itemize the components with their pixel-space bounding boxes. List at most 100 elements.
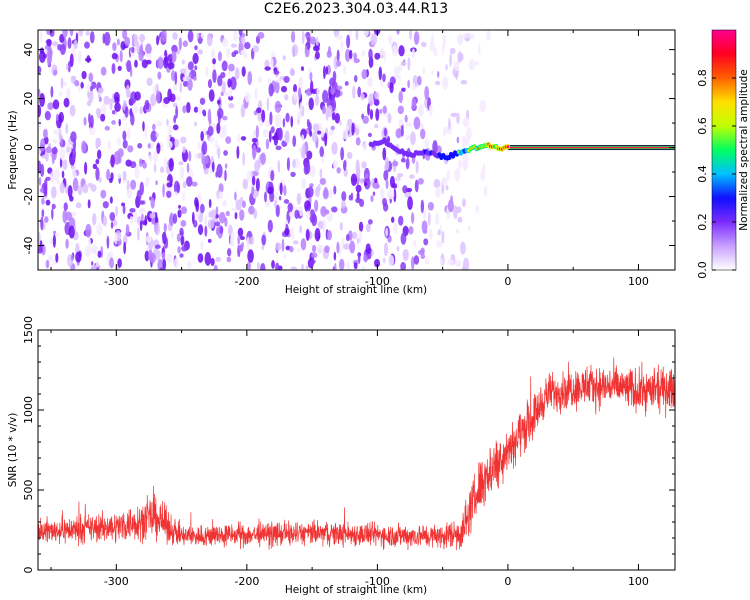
spectrogram-cell — [72, 171, 77, 180]
spectrogram-cell — [126, 60, 132, 73]
spectrogram-cell — [285, 112, 290, 123]
spectrogram-cell — [413, 31, 420, 45]
spectrogram-cell — [194, 45, 198, 51]
spectrogram-cell — [256, 261, 260, 270]
spectrogram-cell — [436, 145, 442, 155]
spectrogram-cell — [424, 138, 430, 149]
spectrogram-cell — [291, 44, 299, 57]
spectrogram-cell — [139, 219, 143, 232]
spectrogram-cell — [237, 133, 241, 143]
spectrogram-cell — [437, 229, 441, 236]
spectrogram-cell — [274, 100, 282, 113]
spectrogram-cell — [450, 112, 457, 118]
spectrogram-cell — [305, 265, 309, 270]
spectrogram-cell — [462, 153, 469, 164]
spectrogram-cell — [294, 209, 300, 219]
spectrogram-cell — [447, 259, 454, 266]
spectrogram-cell — [144, 125, 147, 139]
spectrogram-cell — [400, 158, 406, 163]
spectrogram-cell — [228, 102, 235, 109]
spectrogram-cell — [61, 170, 65, 179]
spectrogram-cell — [398, 45, 405, 57]
spectrogram-cell — [413, 240, 417, 247]
chart-title: C2E6.2023.304.03.44.R13 — [263, 1, 449, 17]
spectrogram-cell — [98, 176, 102, 183]
spectrogram-cell — [200, 130, 204, 142]
spectrogram-cell — [65, 238, 69, 249]
spectrogram-cell — [197, 224, 204, 236]
spectrogram-cell — [308, 122, 312, 132]
spectrogram-cell — [355, 30, 359, 41]
spectrogram-cell — [221, 60, 228, 72]
spectrogram-cell — [227, 78, 232, 88]
spectrogram-cell — [226, 256, 232, 263]
spectrogram-cell — [172, 32, 178, 40]
spectrogram-cell — [212, 69, 217, 83]
spectrogram-cell — [217, 51, 223, 62]
spectrogram-cell — [353, 52, 357, 61]
spectrogram-cell — [154, 222, 160, 236]
spectrogram-cell — [154, 212, 158, 224]
spectrogram-cell — [90, 85, 94, 92]
spectrogram-cell — [180, 136, 187, 144]
spectrogram-cell — [396, 176, 400, 188]
spectrogram-cell — [409, 30, 412, 40]
spectrogram-cell — [325, 66, 328, 75]
spectrogram-cell — [56, 179, 61, 185]
spectrogram-cell — [418, 107, 423, 115]
spectrogram-cell — [453, 60, 460, 72]
spectrogram-cell — [367, 103, 370, 116]
spectrogram-cell — [286, 157, 290, 171]
spectrogram-cell — [176, 233, 181, 242]
x-tick-label: -200 — [234, 275, 259, 288]
spectrogram-cell — [100, 66, 107, 76]
spectrogram-cell — [39, 138, 46, 152]
spectrogram-cell — [336, 85, 343, 90]
spectrogram-cell — [311, 252, 318, 259]
spectrogram-cell — [442, 76, 449, 90]
spectrogram-cell — [428, 104, 433, 117]
spectrogram-cell — [317, 184, 321, 191]
spectrogram-cell — [412, 83, 416, 91]
spectrogram-cell — [97, 87, 104, 94]
spectrogram-cell — [277, 159, 281, 173]
spectrogram-cell — [146, 59, 152, 65]
spectrogram-cell — [275, 145, 282, 151]
spectrogram-cell — [78, 30, 84, 37]
spectrogram-cell — [177, 246, 181, 254]
spectrogram-cell — [204, 155, 209, 164]
spectrogram-cell — [182, 80, 189, 87]
spectrogram-cell — [84, 41, 90, 49]
spectrogram-cell — [156, 120, 163, 128]
spectrogram-cell — [241, 200, 246, 208]
spectrogram-cell — [344, 81, 349, 86]
spectrogram-cell — [309, 130, 313, 137]
spectrogram-cell — [174, 71, 178, 85]
spectrogram-cell — [166, 182, 173, 188]
x-tick-label: 100 — [628, 575, 649, 588]
colorbar-frame — [711, 29, 737, 271]
spectrogram-cell — [194, 65, 198, 71]
spectrogram-cell — [278, 195, 282, 201]
spectrogram-cell — [134, 59, 138, 68]
spectrogram-cell — [434, 212, 440, 226]
y-tick-label: 0 — [22, 567, 35, 574]
spectrogram-cell — [456, 136, 460, 144]
spectrogram-cell — [148, 248, 153, 262]
spectrogram-cell — [382, 73, 386, 82]
spectrogram-cell — [324, 209, 330, 215]
spectrogram-cell — [45, 150, 49, 162]
spectrogram-cell — [397, 105, 404, 115]
spectrogram-cell — [368, 219, 373, 225]
spectrogram-cell — [247, 71, 253, 86]
spectrogram-cell — [208, 211, 212, 218]
spectrogram-cell — [309, 165, 316, 178]
spectrogram-cell — [467, 225, 471, 232]
spectrogram-cell — [204, 225, 208, 237]
spectrogram-cell — [283, 199, 290, 204]
spectrogram-cell — [53, 69, 58, 76]
spectrogram-cell — [153, 150, 158, 164]
spectrogram-cell — [59, 146, 66, 161]
spectrogram-cell — [278, 127, 283, 141]
